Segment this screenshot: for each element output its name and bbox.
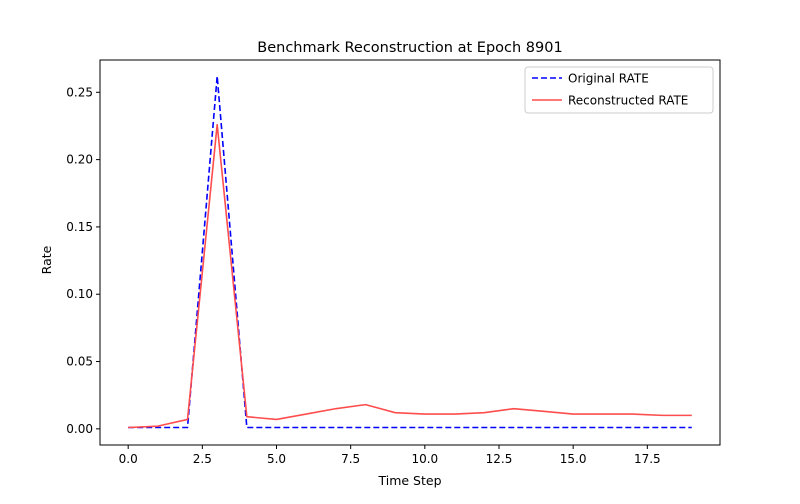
y-tick-label: 0.00 — [66, 422, 93, 436]
legend: Original RATE Reconstructed RATE — [524, 66, 714, 114]
y-tick-label: 0.25 — [66, 85, 93, 99]
y-tick-label: 0.15 — [66, 220, 93, 234]
x-tick-label: 2.5 — [193, 452, 212, 466]
legend-label: Original RATE — [568, 72, 649, 86]
legend-label: Reconstructed RATE — [568, 94, 688, 108]
y-tick-label: 0.20 — [66, 153, 93, 167]
x-tick-label: 17.5 — [634, 452, 661, 466]
y-axis-label: Rate — [39, 245, 54, 274]
x-tick-label: 5.0 — [267, 452, 286, 466]
x-tick-label: 0.0 — [119, 452, 138, 466]
y-tick-label: 0.05 — [66, 355, 93, 369]
x-tick-label: 10.0 — [411, 452, 438, 466]
legend-items: Original RATE Reconstructed RATE — [532, 72, 688, 108]
plot-area-frame — [99, 59, 721, 446]
x-tick-label: 12.5 — [486, 452, 513, 466]
series-line-reconstructed-rate — [128, 123, 692, 429]
series-line-original-rate — [128, 75, 692, 429]
x-tick-label: 7.5 — [341, 452, 360, 466]
legend-box — [524, 66, 714, 114]
chart-title: Benchmark Reconstruction at Epoch 8901 — [257, 40, 562, 56]
x-axis-label: Time Step — [377, 473, 441, 488]
y-axis-ticks: 0.00 0.05 0.10 0.15 0.20 0.25 — [66, 85, 100, 436]
series-lines — [128, 75, 692, 429]
x-tick-label: 15.0 — [560, 452, 587, 466]
y-tick-label: 0.10 — [66, 287, 93, 301]
x-axis-ticks: 0.0 2.5 5.0 7.5 10.0 12.5 15.0 17.5 — [119, 445, 661, 466]
